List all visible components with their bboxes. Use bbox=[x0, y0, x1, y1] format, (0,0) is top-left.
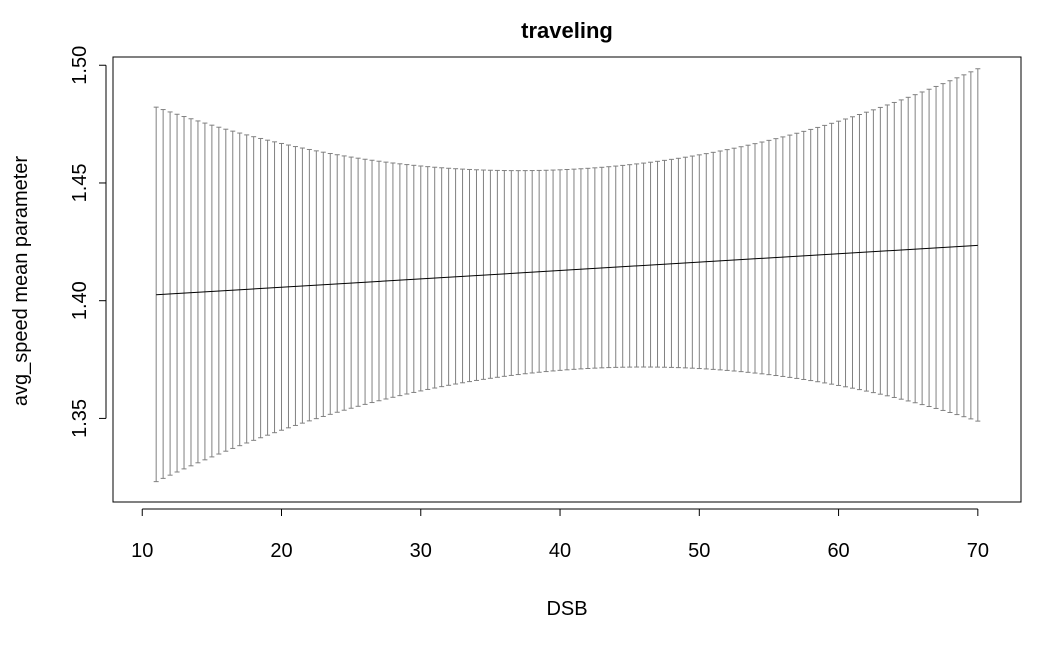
x-tick-label: 30 bbox=[410, 540, 432, 562]
y-axis: 1.35 1.40 1.45 1.50 bbox=[69, 46, 107, 438]
x-tick-label: 60 bbox=[827, 540, 849, 562]
y-axis-label: avg_speed mean parameter bbox=[10, 156, 32, 406]
plot-frame bbox=[112, 56, 1022, 503]
x-tick-label: 20 bbox=[270, 540, 292, 562]
error-bar bbox=[975, 68, 981, 422]
y-tick-label: 1.35 bbox=[69, 399, 91, 438]
y-tick-label: 1.50 bbox=[69, 46, 91, 85]
x-tick-label: 50 bbox=[688, 540, 710, 562]
chart-title: traveling bbox=[521, 18, 613, 43]
x-tick-label: 10 bbox=[131, 540, 153, 562]
y-tick-label: 1.45 bbox=[69, 163, 91, 202]
x-axis-label: DSB bbox=[546, 598, 587, 620]
y-tick-label: 1.40 bbox=[69, 281, 91, 320]
mean-line bbox=[156, 244, 978, 296]
x-tick-label: 40 bbox=[549, 540, 571, 562]
x-tick-label: 70 bbox=[967, 540, 989, 562]
error-bars bbox=[153, 68, 981, 483]
x-axis: 10 20 30 40 50 60 70 bbox=[131, 508, 989, 562]
mean-line-group bbox=[156, 244, 978, 296]
